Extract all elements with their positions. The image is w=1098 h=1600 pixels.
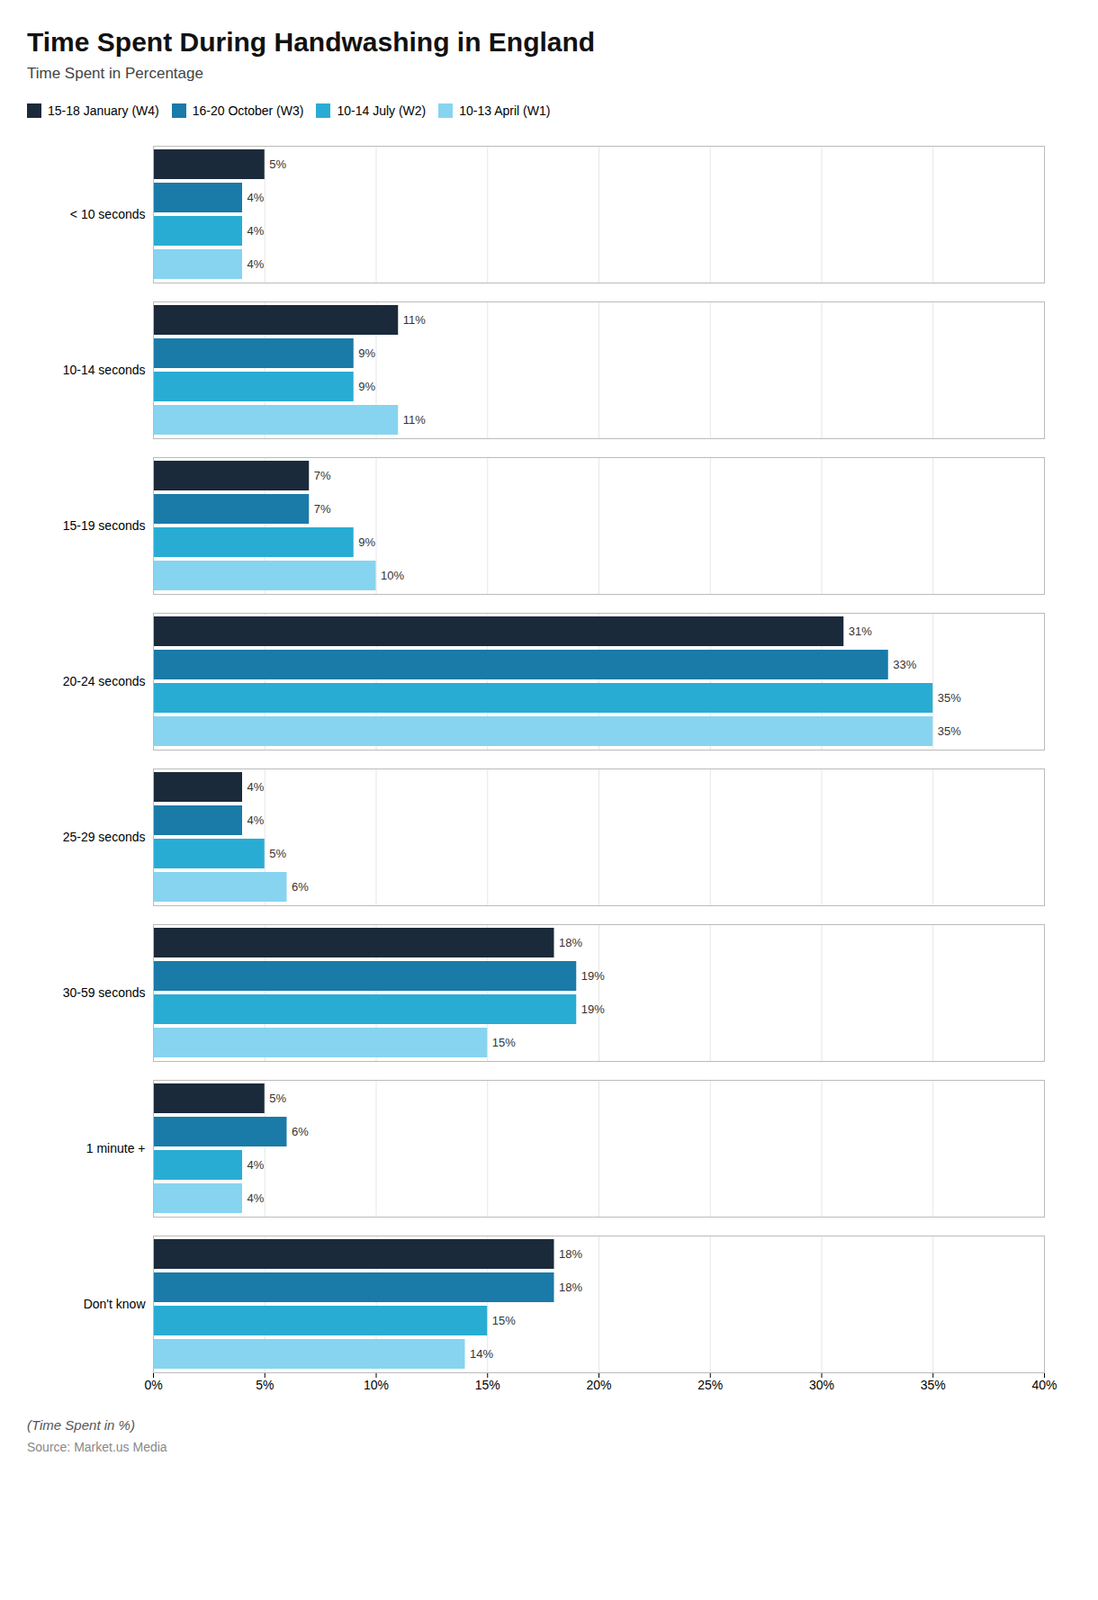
html-text:15-18 January (W4): 15-18 January (W4) [47, 103, 160, 118]
html-text:16-20 October (W3): 16-20 October (W3) [192, 103, 304, 118]
html-text:Source: Market.us Media: Source: Market.us Media [27, 1440, 168, 1455]
svg-text:10-14 seconds: 10-14 seconds [63, 362, 146, 378]
svg-text:14%: 14% [469, 1347, 494, 1361]
svg-text:11%: 11% [403, 313, 426, 327]
svg-text:18%: 18% [558, 936, 583, 950]
html-text:10-13 April (W1): 10-13 April (W1) [459, 103, 551, 118]
svg-text:30-59 seconds: 30-59 seconds [63, 985, 146, 1000]
svg-text:9%: 9% [358, 379, 376, 394]
svg-text:1 minute +: 1 minute + [86, 1141, 146, 1156]
svg-text:31%: 31% [848, 624, 873, 639]
svg-text:19%: 19% [581, 969, 605, 983]
svg-text:< 10 seconds: < 10 seconds [70, 207, 146, 222]
svg-text:4%: 4% [247, 257, 265, 271]
svg-text:4%: 4% [247, 224, 265, 238]
svg-text:20-24 seconds: 20-24 seconds [63, 674, 146, 689]
svg-text:5%: 5% [269, 157, 287, 171]
svg-text:4%: 4% [247, 190, 265, 205]
svg-text:15%: 15% [475, 1377, 501, 1393]
svg-text:20%: 20% [585, 1377, 612, 1393]
svg-text:6%: 6% [291, 880, 309, 894]
svg-text:11%: 11% [403, 413, 426, 427]
svg-text:19%: 19% [581, 1002, 605, 1017]
svg-text:7%: 7% [314, 468, 332, 483]
svg-text:4%: 4% [247, 780, 265, 794]
svg-text:4%: 4% [247, 1158, 265, 1172]
svg-text:35%: 35% [937, 691, 962, 705]
svg-text:35%: 35% [937, 724, 962, 738]
svg-text:25%: 25% [697, 1377, 723, 1393]
html-text:(Time Spent in %): (Time Spent in %) [27, 1417, 135, 1433]
svg-text:10%: 10% [363, 1377, 389, 1393]
svg-text:10%: 10% [380, 568, 405, 583]
svg-text:7%: 7% [314, 502, 332, 516]
svg-text:40%: 40% [1031, 1377, 1057, 1393]
html-text:10-14 July (W2): 10-14 July (W2) [336, 103, 426, 118]
svg-text:15%: 15% [492, 1314, 516, 1328]
svg-text:35%: 35% [920, 1377, 946, 1393]
svg-text:9%: 9% [358, 535, 376, 549]
html-text:Time Spent in Percentage: Time Spent in Percentage [27, 64, 204, 82]
svg-text:5%: 5% [255, 1377, 274, 1393]
svg-text:5%: 5% [269, 1091, 287, 1106]
svg-text:25-29 seconds: 25-29 seconds [63, 829, 146, 845]
svg-text:18%: 18% [558, 1247, 583, 1261]
svg-text:6%: 6% [291, 1125, 309, 1139]
svg-text:15-19 seconds: 15-19 seconds [63, 518, 146, 533]
svg-text:5%: 5% [269, 846, 287, 861]
svg-text:4%: 4% [247, 1191, 265, 1206]
html-text:Time Spent During Handwashing: Time Spent During Handwashing in England [27, 27, 596, 57]
svg-text:18%: 18% [558, 1280, 583, 1295]
svg-text:33%: 33% [892, 657, 917, 672]
svg-text:15%: 15% [492, 1035, 516, 1050]
svg-text:30%: 30% [809, 1377, 835, 1393]
svg-text:4%: 4% [247, 813, 265, 828]
svg-text:9%: 9% [358, 346, 376, 360]
svg-text:Don't know: Don't know [83, 1296, 147, 1312]
svg-text:0%: 0% [144, 1377, 162, 1393]
